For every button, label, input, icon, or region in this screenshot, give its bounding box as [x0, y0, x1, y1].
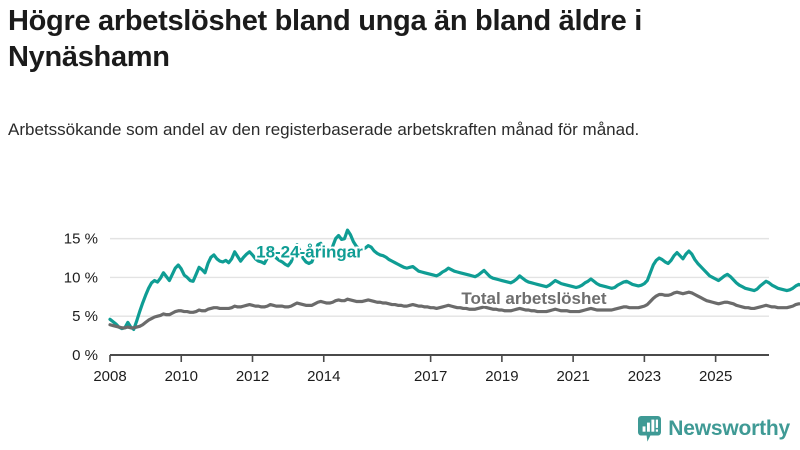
- x-axis-tick-label: 2014: [307, 368, 340, 385]
- y-axis-tick-label: 5 %: [72, 308, 98, 325]
- series-line: [108, 228, 800, 331]
- brand-footer: Newsworthy: [638, 416, 790, 442]
- x-axis-tick-label: 2008: [93, 368, 126, 385]
- line-chart: 0 % 5 % 10 % 15 % 2008 2010 2012 2014 2017 2019 20…: [64, 228, 800, 385]
- series-line: [108, 290, 800, 330]
- x-axis-tick-label: 2017: [414, 368, 447, 385]
- y-axis-tick-label: 15 %: [64, 231, 98, 248]
- page-subtitle: Arbetssökande som andel av den registerb…: [8, 120, 640, 139]
- series-annotation-label: Total arbetslöshet: [461, 289, 606, 308]
- page-title: Högre arbetslöshet bland unga än bland ä…: [8, 5, 642, 73]
- series-annotation-label: 18-24-åringar: [256, 242, 363, 261]
- x-axis-tick-label: 2025: [699, 368, 732, 385]
- x-axis-tick-label: 2021: [556, 368, 589, 385]
- y-axis-tick-label: 0 %: [72, 347, 98, 364]
- x-axis-tick-label: 2019: [485, 368, 518, 385]
- y-axis-tick-label: 10 %: [64, 269, 98, 286]
- chart-container: 0 % 5 % 10 % 15 % 2008 2010 2012 2014 2017 2019 20…: [0, 205, 800, 395]
- bar-chart-speech-bubble-icon: [638, 416, 662, 442]
- brand-name: Newsworthy: [668, 417, 790, 440]
- x-axis-tick-label: 2023: [628, 368, 661, 385]
- x-axis-tick-label: 2012: [236, 368, 269, 385]
- x-axis-tick-label: 2010: [165, 368, 198, 385]
